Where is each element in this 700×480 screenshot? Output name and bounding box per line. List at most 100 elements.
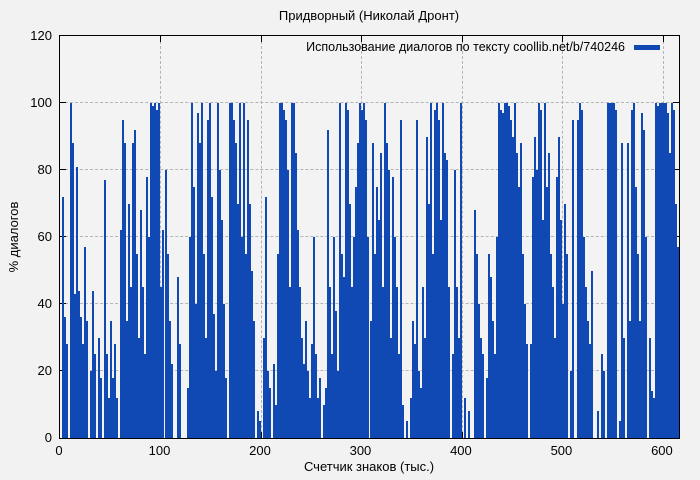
data-bar bbox=[606, 103, 609, 438]
data-bar bbox=[66, 344, 69, 438]
x-gridline bbox=[260, 36, 262, 438]
data-bar bbox=[301, 337, 304, 438]
data-bar bbox=[140, 210, 143, 438]
data-bar bbox=[474, 210, 476, 438]
data-bar bbox=[78, 290, 81, 438]
data-bar bbox=[612, 103, 615, 438]
y-gridline bbox=[60, 102, 679, 103]
data-bar bbox=[664, 103, 667, 438]
data-bar bbox=[267, 371, 269, 438]
data-bar bbox=[482, 354, 485, 438]
data-bar bbox=[122, 119, 125, 438]
data-bar bbox=[307, 371, 310, 438]
data-bar bbox=[478, 304, 481, 438]
data-bar bbox=[285, 119, 288, 438]
data-bar bbox=[455, 287, 458, 438]
data-bar bbox=[250, 270, 253, 438]
data-bar bbox=[236, 203, 239, 438]
data-bar bbox=[578, 103, 581, 438]
data-bar bbox=[70, 103, 73, 438]
data-bar bbox=[614, 109, 617, 438]
x-tick-label: 200 bbox=[249, 443, 271, 458]
data-bar bbox=[498, 103, 501, 438]
data-bar bbox=[441, 103, 444, 438]
data-bar bbox=[415, 119, 418, 438]
data-bar bbox=[329, 287, 332, 438]
data-bar bbox=[538, 103, 541, 438]
data-bar bbox=[548, 153, 551, 438]
data-bar bbox=[650, 391, 653, 438]
data-bar bbox=[361, 109, 364, 438]
data-bar bbox=[467, 411, 470, 438]
data-bar bbox=[638, 320, 641, 438]
data-bar bbox=[202, 253, 205, 438]
data-bar bbox=[560, 220, 563, 438]
data-bar bbox=[540, 109, 543, 438]
data-bar bbox=[196, 113, 199, 438]
data-bar bbox=[104, 180, 107, 438]
data-bar bbox=[544, 103, 547, 438]
y-gridline bbox=[60, 236, 679, 237]
legend-color-swatch bbox=[634, 44, 660, 50]
data-bar bbox=[108, 397, 111, 438]
data-bar bbox=[150, 103, 153, 438]
data-bar bbox=[146, 176, 149, 438]
data-bar bbox=[500, 109, 503, 438]
data-bar bbox=[287, 170, 290, 438]
data-bar bbox=[375, 186, 378, 438]
data-bar bbox=[632, 103, 635, 438]
data-bar bbox=[220, 220, 223, 438]
data-bar bbox=[258, 421, 261, 438]
data-bar bbox=[584, 287, 587, 438]
data-bar bbox=[244, 253, 247, 438]
legend-label: Использование диалогов по тексту coollib… bbox=[306, 40, 625, 54]
data-bar bbox=[371, 143, 374, 438]
data-bar bbox=[192, 186, 195, 438]
data-bar bbox=[200, 103, 203, 438]
data-bar bbox=[148, 237, 151, 438]
data-bar bbox=[194, 304, 197, 438]
data-bar bbox=[144, 354, 147, 438]
data-bar bbox=[554, 337, 557, 438]
data-bar bbox=[654, 103, 657, 438]
data-bar bbox=[580, 109, 583, 438]
data-bar bbox=[186, 387, 189, 438]
data-bar bbox=[586, 320, 589, 438]
x-tick-label: 600 bbox=[651, 443, 673, 458]
x-gridline bbox=[562, 36, 564, 438]
data-bar bbox=[273, 364, 276, 438]
data-bar bbox=[224, 377, 227, 438]
data-bar bbox=[522, 253, 525, 438]
data-bar bbox=[582, 237, 585, 438]
data-bar bbox=[162, 230, 165, 438]
data-bar bbox=[588, 344, 591, 438]
data-bar bbox=[652, 397, 655, 438]
data-bar bbox=[297, 230, 300, 438]
data-bar bbox=[208, 103, 211, 438]
data-bar bbox=[317, 397, 320, 438]
data-bar bbox=[106, 354, 109, 438]
data-bar bbox=[385, 143, 388, 438]
data-bar bbox=[524, 304, 527, 438]
data-bar bbox=[246, 119, 249, 438]
data-bar bbox=[662, 103, 665, 438]
data-bar bbox=[488, 253, 491, 438]
data-bar bbox=[421, 287, 424, 438]
data-bar bbox=[234, 143, 237, 438]
data-bar bbox=[636, 253, 639, 438]
data-bar bbox=[252, 320, 255, 438]
data-bar bbox=[492, 320, 495, 438]
data-bar bbox=[309, 397, 312, 438]
data-bar bbox=[435, 103, 438, 438]
data-bar bbox=[381, 287, 384, 438]
data-bar bbox=[76, 166, 79, 438]
y-tick-mark bbox=[673, 102, 679, 103]
data-bar bbox=[634, 186, 637, 438]
data-bar bbox=[142, 287, 145, 438]
data-bar bbox=[429, 103, 432, 438]
data-bar bbox=[516, 153, 519, 438]
x-tick-mark bbox=[260, 36, 262, 42]
data-bar bbox=[668, 153, 671, 438]
data-bar bbox=[395, 287, 398, 438]
